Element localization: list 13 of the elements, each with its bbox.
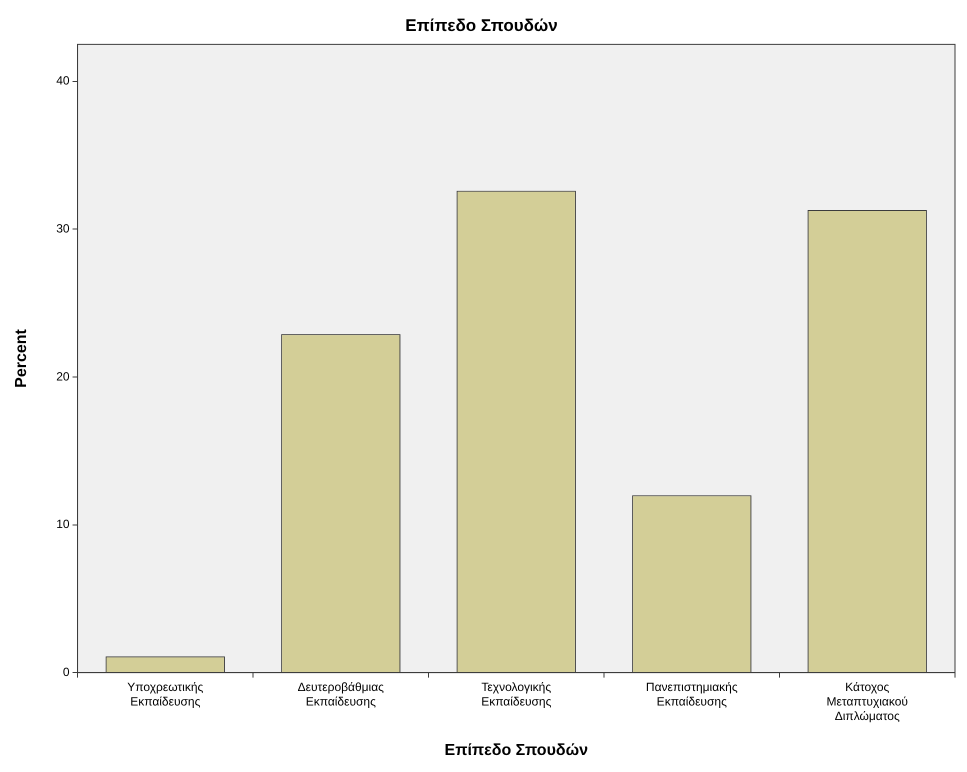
x-tick-label: Τεχνολογικής Εκπαίδευσης [481, 680, 552, 709]
y-tick-label: 20 [56, 369, 70, 384]
x-axis-title: Επίπεδο Σπουδών [444, 742, 588, 759]
x-tick-label: Υποχρεωτικής Εκπαίδευσης [127, 680, 204, 709]
y-tick-label: 10 [56, 517, 70, 532]
y-tick-label: 30 [56, 221, 70, 236]
x-tick-label: Πανεπιστημιακής Εκπαίδευσης [646, 680, 738, 709]
chart-title: Επίπεδο Σπουδών [405, 16, 558, 35]
y-axis-title: Percent [13, 328, 30, 388]
x-tick-label: Δευτεροβάθμιας Εκπαίδευσης [298, 680, 384, 709]
y-tick-label: 40 [56, 74, 70, 88]
y-tick-label: 0 [62, 664, 70, 679]
x-tick-label: Κάτοχος Μεταπτυχιακού Διπλώματος [826, 680, 908, 723]
